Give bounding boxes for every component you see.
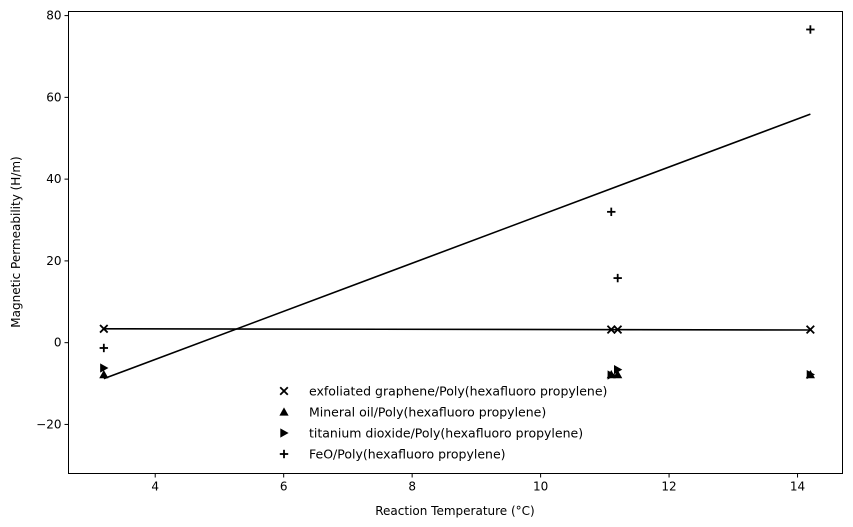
x-tick-label: 12 <box>661 480 676 494</box>
legend-marker <box>280 428 289 438</box>
data-point <box>99 324 109 334</box>
data-point <box>613 369 623 379</box>
legend-label: exfoliated graphene/Poly(hexafluoro prop… <box>309 384 607 399</box>
x-axis-label: Reaction Temperature (°C) <box>375 504 535 518</box>
legend: exfoliated graphene/Poly(hexafluoro prop… <box>279 384 607 462</box>
y-tick-label: 20 <box>46 254 61 268</box>
legend-marker <box>279 449 289 459</box>
data-point <box>606 325 616 335</box>
data-point <box>99 369 109 379</box>
data-point <box>100 363 109 373</box>
legend-label: Mineral oil/Poly(hexafluoro propylene) <box>309 405 546 420</box>
plot-frame <box>68 11 843 474</box>
data-point <box>613 325 623 335</box>
data-point <box>607 370 616 380</box>
x-tick-label: 8 <box>408 480 416 494</box>
data-point <box>805 325 815 335</box>
legend-marker <box>279 407 289 416</box>
x-tick-label: 14 <box>790 480 805 494</box>
trend-line <box>103 327 811 331</box>
data-point <box>99 343 109 353</box>
data-point <box>613 273 622 283</box>
data-point <box>614 365 623 375</box>
legend-label: titanium dioxide/Poly(hexafluoro propyle… <box>309 426 583 441</box>
legend-label: FeO/Poly(hexafluoro propylene) <box>309 447 506 462</box>
y-tick-label: 0 <box>54 336 62 350</box>
y-axis: −20 0 20 40 60 80 <box>36 9 69 431</box>
data-point <box>607 207 616 217</box>
y-tick-label: 80 <box>46 9 61 23</box>
y-tick-label: 40 <box>46 172 61 186</box>
x-tick-label: 6 <box>280 480 288 494</box>
legend-marker <box>279 386 289 396</box>
y-tick-label: 60 <box>46 90 61 104</box>
x-tick-label: 10 <box>533 480 548 494</box>
data-point <box>806 25 815 34</box>
data-point <box>806 369 815 380</box>
trend-line <box>103 113 811 380</box>
x-axis: 4 6 8 10 12 14 <box>151 473 805 494</box>
y-tick-label: −20 <box>36 417 61 431</box>
y-axis-label: Magnetic Permeability (H/m) <box>9 156 23 327</box>
x-tick-label: 4 <box>151 480 159 494</box>
plot-area <box>99 25 815 380</box>
